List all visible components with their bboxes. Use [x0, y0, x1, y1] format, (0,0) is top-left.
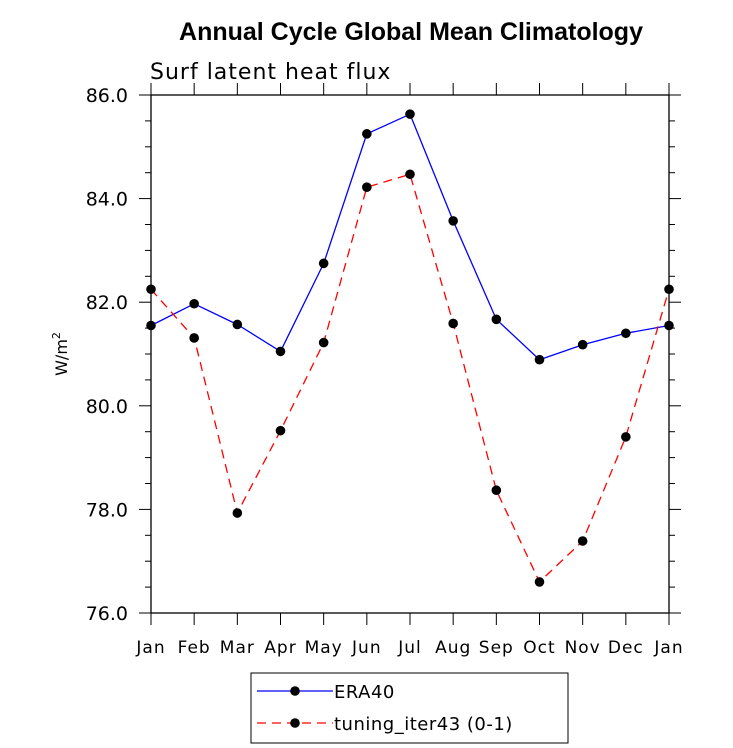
plot-frame: [150, 94, 670, 614]
series-lines: [150, 113, 670, 583]
data-point-era40: [448, 216, 458, 226]
data-point-era40: [232, 319, 243, 330]
chart-title: Annual Cycle Global Mean Climatology: [179, 18, 643, 46]
data-point-tuning: [448, 318, 458, 329]
y-axis-label-superscript: 2: [50, 332, 63, 339]
data-point-era40: [577, 339, 588, 350]
legend-box: [250, 672, 569, 744]
legend-marker-tuning: [290, 718, 300, 728]
y-tick-label: 86.0: [86, 85, 128, 107]
x-tick-label: Dec: [608, 638, 644, 658]
data-point-tuning: [621, 432, 631, 442]
data-point-era40: [189, 298, 199, 309]
data-point-era40: [491, 314, 502, 325]
data-point-tuning: [232, 508, 243, 518]
data-point-era40: [275, 346, 286, 357]
y-tick-labels: 76.0 78.0 80.0 82.0 84.0 86.0: [86, 85, 128, 625]
x-tick-labels: Jan Feb Mar Apr May Jun Jul Aug Sep Oct Nov Dec Jan: [135, 638, 683, 658]
data-point-tuning: [577, 536, 588, 546]
y-axis-label-main: W/m: [52, 339, 71, 376]
data-point-era40: [318, 258, 329, 269]
data-point-era40: [362, 129, 372, 139]
y-tick-label: 82.0: [86, 292, 128, 314]
x-tick-label: Apr: [264, 638, 296, 658]
y-tick-label: 76.0: [86, 603, 128, 625]
data-point-tuning: [405, 169, 415, 180]
data-point-era40: [621, 328, 631, 339]
data-point-tuning: [275, 425, 286, 436]
x-tick-label: Jan: [653, 638, 683, 658]
x-tick-label: Sep: [479, 638, 514, 658]
x-tick-label: May: [305, 638, 343, 658]
data-point-era40: [405, 109, 415, 119]
data-point-tuning: [318, 337, 329, 348]
y-axis-label: W/m2: [50, 332, 71, 376]
series-markers: [146, 109, 674, 587]
legend-marker-era40: [290, 686, 300, 696]
chart-subtitle: Surf latent heat flux: [150, 60, 391, 85]
data-point-era40: [534, 354, 545, 365]
x-tick-label: Nov: [565, 638, 601, 658]
y-tick-label: 78.0: [86, 499, 128, 521]
x-tick-label: Feb: [178, 638, 211, 658]
data-point-tuning: [362, 182, 372, 193]
data-point-tuning: [534, 577, 545, 587]
data-point-tuning: [491, 485, 502, 496]
x-tick-label: Oct: [523, 638, 555, 658]
legend: ERA40 tuning_iter43 (0-1): [250, 672, 569, 744]
legend-label-tuning: tuning_iter43 (0-1): [334, 714, 513, 735]
data-point-tuning: [189, 333, 199, 343]
x-tick-label: Mar: [220, 638, 255, 658]
legend-label-era40: ERA40: [334, 682, 395, 703]
x-tick-label: Aug: [435, 638, 471, 658]
axis-ticks: [139, 83, 681, 625]
x-tick-label: Jun: [351, 638, 382, 658]
x-tick-label: Jan: [135, 638, 165, 658]
x-tick-label: Jul: [397, 638, 422, 658]
series-line-era40: [150, 113, 670, 361]
y-axis-label-text: W/m2: [50, 332, 71, 376]
series-line-tuning: [150, 173, 670, 583]
y-tick-label: 80.0: [86, 396, 128, 418]
y-tick-label: 84.0: [86, 189, 128, 211]
